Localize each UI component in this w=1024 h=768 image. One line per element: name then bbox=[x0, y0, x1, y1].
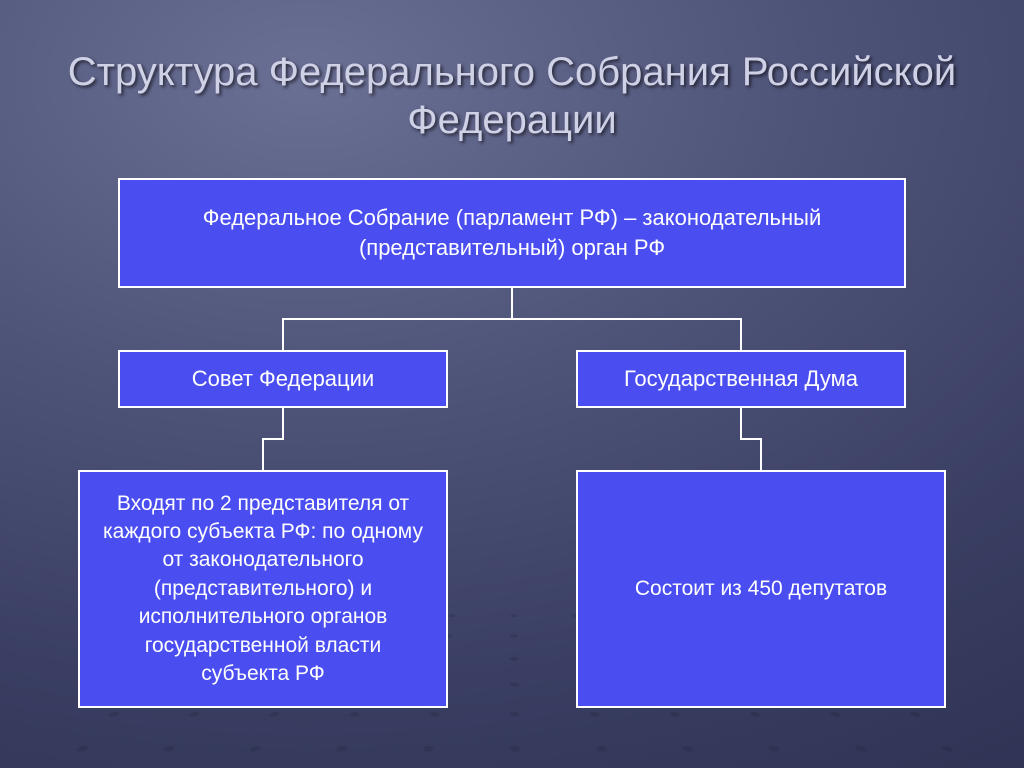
node-root: Федеральное Собрание (парламент РФ) – за… bbox=[118, 178, 906, 288]
node-council-desc-text: Входят по 2 представителя от каждого суб… bbox=[98, 490, 428, 688]
node-duma: Государственная Дума bbox=[576, 350, 906, 408]
connector-segment bbox=[262, 439, 264, 470]
node-duma-text: Государственная Дума bbox=[624, 364, 858, 394]
node-duma-desc: Состоит из 450 депутатов bbox=[576, 470, 946, 708]
connector-segment bbox=[511, 318, 742, 320]
connector-segment bbox=[740, 319, 742, 350]
connector-segment bbox=[511, 288, 513, 319]
connector-segment bbox=[760, 439, 762, 470]
node-council-desc: Входят по 2 представителя от каждого суб… bbox=[78, 470, 448, 708]
slide-title: Структура Федерального Собрания Российск… bbox=[0, 48, 1024, 144]
node-council-text: Совет Федерации bbox=[192, 364, 374, 394]
connector-segment bbox=[740, 408, 742, 439]
connector-segment bbox=[282, 319, 284, 350]
node-council: Совет Федерации bbox=[118, 350, 448, 408]
connector-segment bbox=[282, 318, 513, 320]
node-root-text: Федеральное Собрание (парламент РФ) – за… bbox=[138, 203, 886, 262]
connector-segment bbox=[282, 408, 284, 439]
connector-segment bbox=[262, 438, 284, 440]
node-duma-desc-text: Состоит из 450 депутатов bbox=[635, 575, 887, 603]
slide: Структура Федерального Собрания Российск… bbox=[0, 0, 1024, 768]
connector-segment bbox=[740, 438, 762, 440]
